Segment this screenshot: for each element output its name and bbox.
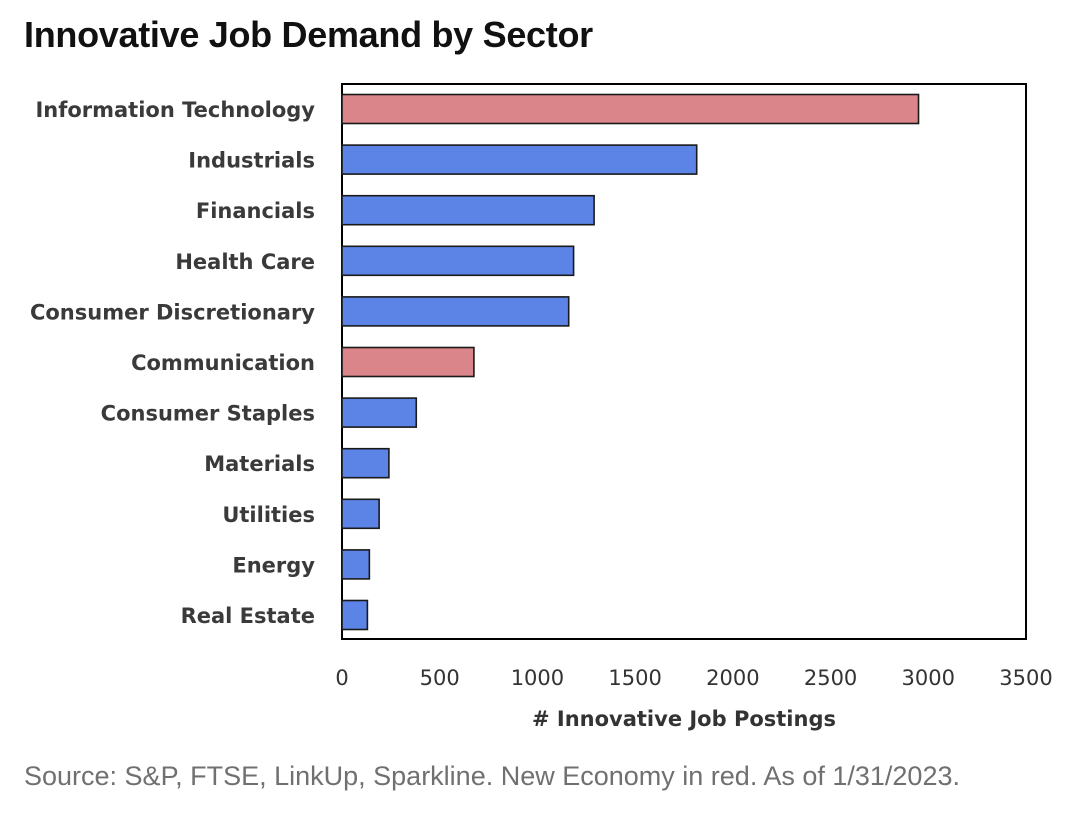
x-tick-label: 1000 (511, 666, 564, 690)
category-label-consumer-staples: Consumer Staples (101, 402, 315, 426)
bar-communication (341, 346, 475, 378)
x-tick-label: 3000 (902, 666, 955, 690)
bar-industrials (341, 144, 698, 175)
bar-information-technology (341, 93, 920, 125)
category-label-consumer-discretionary: Consumer Discretionary (30, 300, 315, 324)
category-label-industrials: Industrials (188, 149, 315, 173)
x-axis-ticks: 0 500 1000 1500 2000 2500 3000 3500 (335, 666, 1052, 690)
bar-energy (341, 549, 371, 580)
chart-title: Innovative Job Demand by Sector (24, 14, 593, 55)
category-label-materials: Materials (204, 452, 315, 476)
bar-materials (341, 447, 390, 479)
category-label-communication: Communication (131, 351, 315, 375)
bars-group (341, 93, 920, 631)
x-tick-label: 2000 (706, 666, 759, 690)
category-label-health-care: Health Care (175, 250, 315, 274)
category-label-utilities: Utilities (222, 503, 315, 527)
bar-health-care (341, 245, 575, 277)
x-tick-label: 2500 (804, 666, 857, 690)
x-tick-label: 1500 (608, 666, 661, 690)
category-label-financials: Financials (196, 199, 315, 223)
bar-financials (341, 194, 595, 226)
category-label-information-technology: Information Technology (35, 98, 315, 122)
x-tick-label: 0 (335, 666, 348, 690)
category-label-energy: Energy (232, 553, 315, 577)
bar-consumer-discretionary (341, 296, 570, 327)
category-label-real-estate: Real Estate (181, 604, 315, 628)
x-tick-label: 500 (420, 666, 460, 690)
x-axis-title: # Innovative Job Postings (532, 707, 836, 731)
bar-real-estate (341, 599, 369, 631)
bar-utilities (341, 498, 380, 530)
bar-consumer-staples (341, 397, 418, 428)
category-labels: Information Technology Industrials Financi… (30, 98, 315, 628)
source-note: Source: S&P, FTSE, LinkUp, Sparkline. Ne… (24, 761, 960, 791)
x-tick-label: 3500 (999, 666, 1052, 690)
